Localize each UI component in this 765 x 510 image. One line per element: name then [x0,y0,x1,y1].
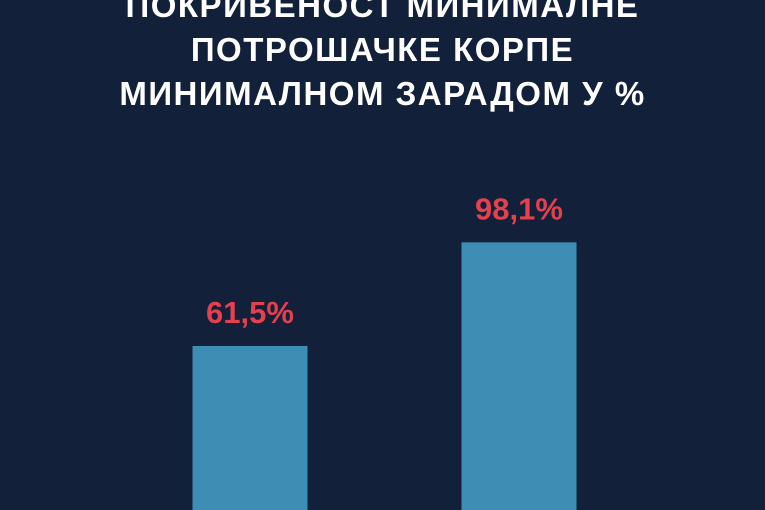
bar-value-label-2: 98,1% [475,191,563,226]
chart-title-line-2: ПОТРОШАЧКЕ КОРПЕ [190,31,575,68]
bar-value-label-1: 61,5% [206,295,294,330]
chart-title-line-1: ПОКРИВЕНОСТ МИНИМАЛНЕ [125,0,640,24]
chart-title: ПОКРИВЕНОСТ МИНИМАЛНЕ ПОТРОШАЧКЕ КОРПЕ М… [0,0,765,116]
bars-group: 61,5% 98,1% [192,191,577,510]
bar-1 [192,345,308,510]
bar-2 [461,242,577,510]
chart-title-line-3: МИНИМАЛНОМ ЗАРАДОМ У % [119,75,646,112]
